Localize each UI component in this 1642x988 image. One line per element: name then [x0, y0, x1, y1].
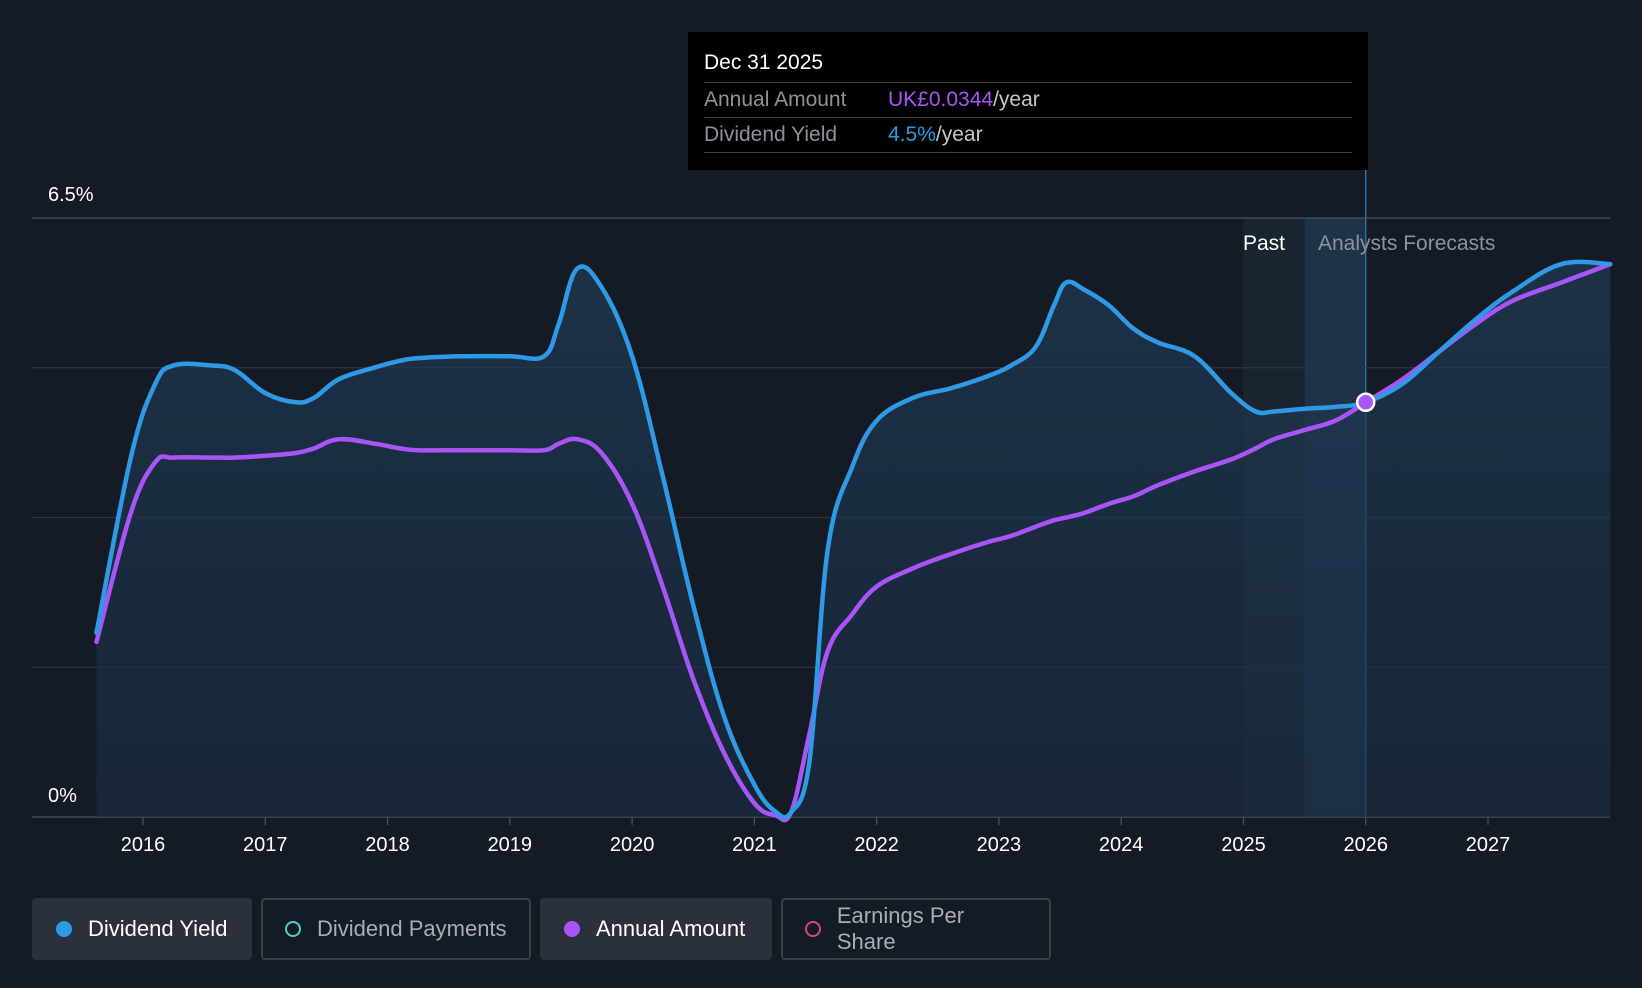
legend-dividend-payments-button[interactable]: Dividend Payments [261, 898, 531, 960]
x-tick-label: 2021 [732, 834, 777, 856]
x-tick-label: 2016 [121, 834, 166, 856]
dividend-yield-line [94, 259, 1613, 820]
earnings-per-share-ring-icon [805, 921, 821, 937]
dividend-yield-area [96, 261, 1611, 818]
x-tick-label: 2023 [977, 834, 1022, 856]
y-axis-max-label: 6.5% [48, 184, 94, 206]
x-tick-label: 2027 [1466, 834, 1511, 856]
dividend-yield-dot-icon [56, 921, 72, 937]
y-axis-min-label: 0% [48, 785, 77, 807]
x-tick-label: 2019 [488, 834, 533, 856]
legend-earnings-per-share-label: Earnings Per Share [836, 903, 965, 954]
x-tick-label: 2018 [365, 834, 410, 856]
chart-legend: Dividend Yield Dividend Payments Annual … [32, 898, 1051, 960]
tooltip-date: Dec 31 2025 [704, 48, 1352, 83]
legend-earnings-per-share-button[interactable]: Earnings Per Share [781, 898, 1051, 960]
tooltip-row-dividend-yield: Dividend Yield 4.5% /year [704, 118, 1352, 153]
tooltip-dividend-yield-unit: /year [935, 123, 983, 146]
x-tick-label: 2025 [1221, 834, 1266, 856]
tooltip-annual-amount-value: UK£0.0344 [888, 88, 994, 111]
legend-dividend-yield-label: Dividend Yield [88, 916, 228, 941]
tooltip-annual-amount-unit: /year [993, 88, 1040, 111]
annual-amount-dot-icon [564, 921, 580, 937]
forecast-region-label: Analysts Forecasts [1318, 232, 1495, 255]
dividend-payments-ring-icon [285, 921, 301, 937]
tooltip-annual-amount-label: Annual Amount [704, 88, 847, 111]
legend-annual-amount-label: Annual Amount [596, 916, 746, 941]
tooltip-row-annual-amount: Annual Amount UK£0.0344 /year [704, 83, 1352, 118]
highlight-point-marker [1355, 392, 1376, 413]
x-tick-label: 2026 [1343, 834, 1388, 856]
hover-tooltip: Dec 31 2025 Annual Amount UK£0.0344 /yea… [688, 32, 1368, 170]
legend-dividend-payments-label: Dividend Payments [317, 916, 507, 941]
x-tick-label: 2020 [610, 834, 655, 856]
legend-annual-amount-button[interactable]: Annual Amount [540, 898, 772, 960]
x-tick-label: 2017 [243, 834, 288, 856]
dividend-chart: 2016 2017 2018 2019 2020 2021 2022 2023 2024 2025… [32, 170, 1613, 856]
x-tick-label: 2022 [854, 834, 899, 856]
x-tick-label: 2024 [1099, 834, 1144, 856]
past-region-label: Past [1243, 232, 1285, 255]
tooltip-dividend-yield-value: 4.5% [888, 123, 936, 146]
tooltip-dividend-yield-label: Dividend Yield [704, 123, 838, 146]
legend-dividend-yield-button[interactable]: Dividend Yield [32, 898, 252, 960]
annual-amount-line [94, 261, 1613, 823]
